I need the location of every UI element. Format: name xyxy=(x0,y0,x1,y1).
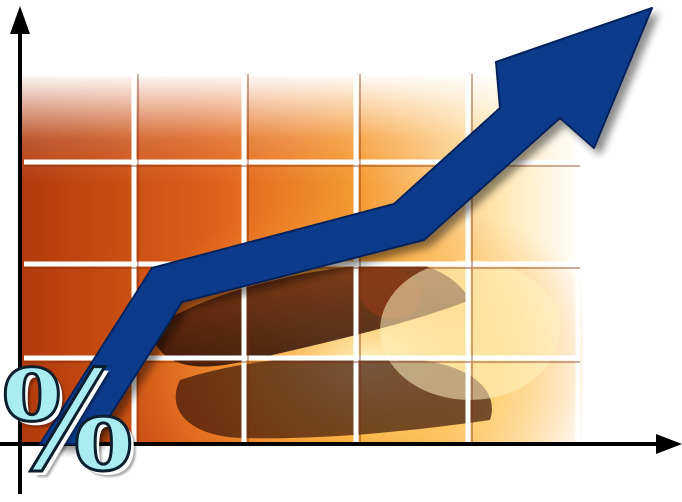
up-arrow-icon xyxy=(39,7,653,445)
x-axis-arrow-icon xyxy=(656,434,682,454)
y-axis-arrow-icon xyxy=(10,6,30,34)
percent-sign-icon: % xyxy=(0,339,134,502)
axes xyxy=(0,6,682,494)
